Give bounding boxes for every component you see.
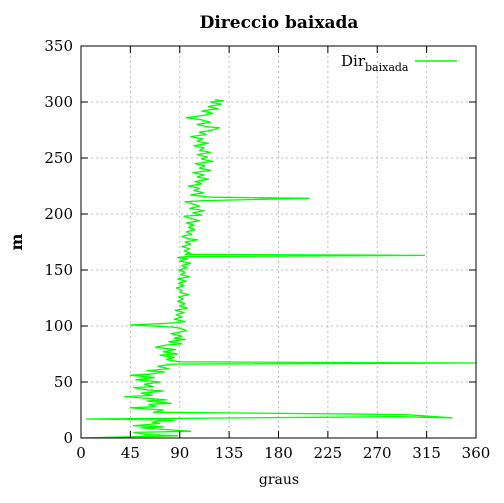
x-tick-label: 315 bbox=[412, 444, 441, 462]
y-tick-label: 200 bbox=[44, 205, 73, 223]
x-tick-label: 0 bbox=[76, 444, 86, 462]
y-axis-label: m bbox=[7, 233, 26, 250]
grid-lines bbox=[81, 46, 476, 438]
x-tick-label: 180 bbox=[264, 444, 293, 462]
y-tick-label: 250 bbox=[44, 149, 73, 167]
legend-label-subscript: baixada bbox=[365, 61, 409, 74]
x-tick-label: 45 bbox=[121, 444, 140, 462]
y-tick-label: 350 bbox=[44, 37, 73, 55]
y-tick-label: 150 bbox=[44, 261, 73, 279]
line-layer bbox=[80, 99, 477, 439]
series-line bbox=[80, 99, 477, 439]
legend-label: Dirbaixada bbox=[341, 52, 409, 74]
x-tick-label: 270 bbox=[363, 444, 392, 462]
y-tick-label: 0 bbox=[63, 429, 73, 447]
y-tick-label: 300 bbox=[44, 93, 73, 111]
x-tick-label: 360 bbox=[462, 444, 491, 462]
y-tick-label: 50 bbox=[54, 373, 73, 391]
y-tick-label: 100 bbox=[44, 317, 73, 335]
x-tick-label: 90 bbox=[170, 444, 189, 462]
x-tick-label: 225 bbox=[314, 444, 343, 462]
chart-title: Direccio baixada bbox=[200, 13, 359, 33]
x-tick-label: 135 bbox=[215, 444, 244, 462]
legend: Dirbaixada bbox=[341, 52, 457, 74]
axis-ticks: 0 45 90 135 180 225 270 315 360 0 50 100 150 200 250 30… bbox=[44, 37, 490, 462]
x-axis-label: graus bbox=[259, 472, 299, 488]
legend-label-main: Dir bbox=[341, 52, 366, 70]
